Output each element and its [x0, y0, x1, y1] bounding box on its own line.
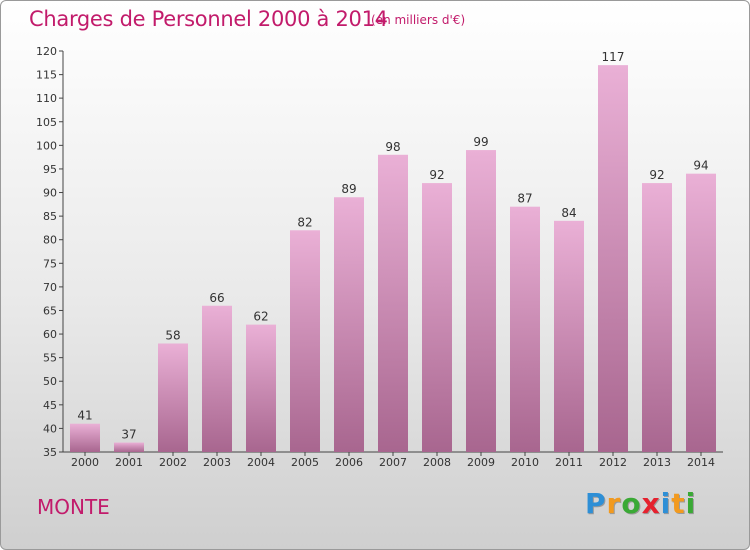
value-label-2014: 94 [693, 159, 708, 173]
x-tick-label: 2005 [291, 456, 319, 469]
y-tick-label: 110 [36, 92, 57, 105]
bar-2004 [246, 324, 276, 452]
x-tick-label: 2001 [115, 456, 143, 469]
bar-2010 [510, 206, 540, 452]
logo-letter: P [585, 487, 607, 520]
commune-name: MONTE [37, 495, 110, 519]
x-tick-label: 2008 [423, 456, 451, 469]
y-tick-label: 55 [43, 352, 57, 365]
y-tick-label: 105 [36, 116, 57, 129]
y-tick-label: 90 [43, 187, 57, 200]
y-tick-label: 120 [36, 45, 57, 58]
y-tick-label: 75 [43, 257, 57, 270]
logo-letter: r [606, 487, 622, 520]
bar-2012 [598, 65, 628, 452]
x-tick-label: 2011 [555, 456, 583, 469]
value-label-2009: 99 [473, 135, 488, 149]
logo-letter: i [660, 487, 672, 520]
value-label-2006: 89 [341, 182, 356, 196]
x-tick-label: 2010 [511, 456, 539, 469]
value-label-2000: 41 [77, 409, 92, 423]
y-tick-label: 35 [43, 446, 57, 459]
y-tick-label: 50 [43, 375, 57, 388]
bar-2011 [554, 220, 584, 452]
bar-2008 [422, 183, 452, 452]
bar-2014 [686, 173, 716, 453]
y-tick-label: 100 [36, 139, 57, 152]
value-label-2010: 87 [517, 192, 532, 206]
x-tick-label: 2013 [643, 456, 671, 469]
value-label-2005: 82 [297, 215, 312, 229]
logo-letter: x [641, 487, 661, 520]
y-tick-label: 70 [43, 281, 57, 294]
value-label-2001: 37 [121, 428, 136, 442]
logo-letter: i [685, 487, 697, 520]
bar-2003 [202, 305, 232, 452]
value-label-2012: 117 [602, 50, 625, 64]
proxiti-logo[interactable]: Proxiti [585, 487, 696, 520]
y-tick-label: 40 [43, 422, 57, 435]
bar-2007 [378, 154, 408, 452]
bar-2006 [334, 197, 364, 452]
x-tick-label: 2009 [467, 456, 495, 469]
x-tick-label: 2012 [599, 456, 627, 469]
x-tick-label: 2014 [687, 456, 715, 469]
y-tick-label: 95 [43, 163, 57, 176]
value-label-2007: 98 [385, 140, 400, 154]
bar-2002 [158, 343, 188, 452]
y-tick-label: 60 [43, 328, 57, 341]
chart-unit: (en milliers d'€) [371, 13, 466, 27]
y-tick-label: 85 [43, 210, 57, 223]
value-label-2011: 84 [561, 206, 576, 220]
value-label-2004: 62 [253, 310, 268, 324]
y-tick-label: 115 [36, 69, 57, 82]
x-tick-label: 2004 [247, 456, 275, 469]
x-tick-label: 2007 [379, 456, 407, 469]
x-tick-label: 2000 [71, 456, 99, 469]
x-tick-label: 2002 [159, 456, 187, 469]
bar-2005 [290, 230, 320, 452]
value-label-2002: 58 [165, 328, 180, 342]
y-tick-label: 65 [43, 304, 57, 317]
logo-letter: o [621, 487, 642, 520]
y-tick-label: 45 [43, 399, 57, 412]
value-label-2003: 66 [209, 291, 224, 305]
bar-2001 [114, 442, 144, 452]
chart-title: Charges de Personnel 2000 à 2014 [29, 7, 388, 31]
y-tick-label: 80 [43, 234, 57, 247]
bar-2009 [466, 150, 496, 452]
bar-2000 [70, 423, 100, 452]
x-tick-label: 2006 [335, 456, 363, 469]
bar-2013 [642, 183, 672, 452]
logo-letter: t [671, 487, 686, 520]
value-label-2008: 92 [429, 168, 444, 182]
x-tick-label: 2003 [203, 456, 231, 469]
value-label-2013: 92 [649, 168, 664, 182]
